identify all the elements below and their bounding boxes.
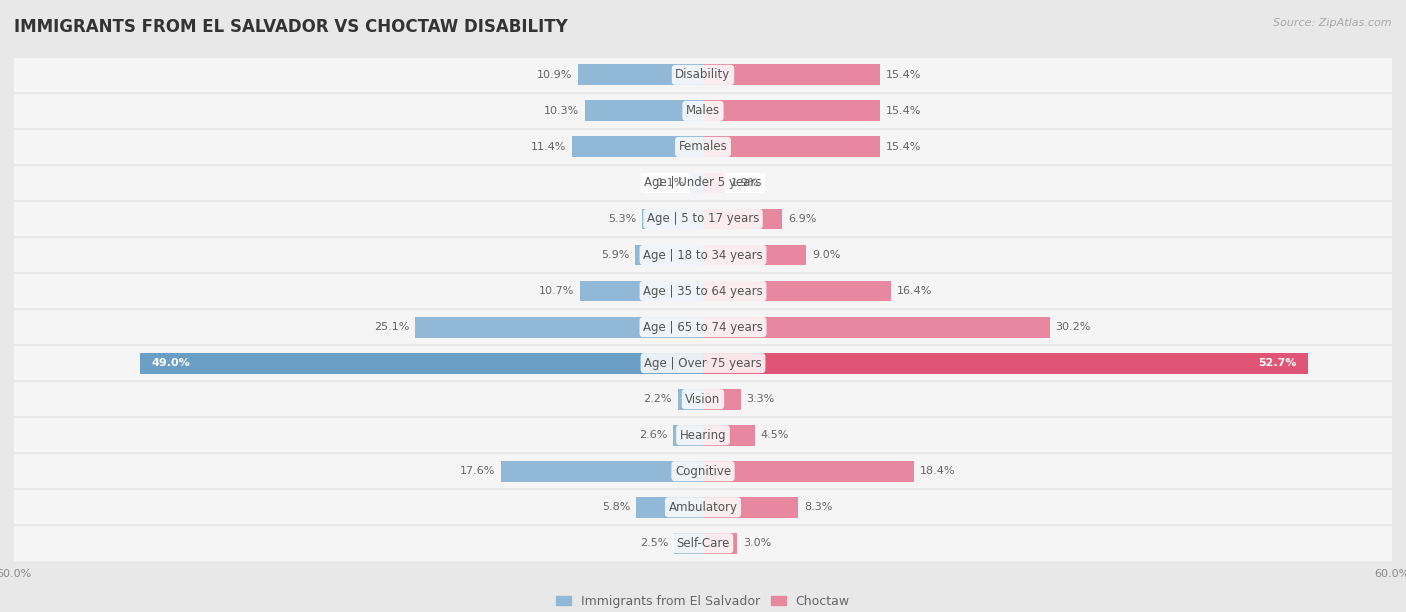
Text: 52.7%: 52.7%	[1258, 358, 1296, 368]
Bar	[572, 136, 703, 157]
Bar	[14, 418, 1392, 452]
Text: 2.6%: 2.6%	[640, 430, 668, 440]
Bar	[703, 353, 1308, 373]
Bar	[643, 209, 703, 230]
Text: 5.9%: 5.9%	[602, 250, 630, 260]
Legend: Immigrants from El Salvador, Choctaw: Immigrants from El Salvador, Choctaw	[551, 590, 855, 612]
Bar	[703, 533, 738, 554]
Text: Age | 35 to 64 years: Age | 35 to 64 years	[643, 285, 763, 297]
Bar	[690, 173, 703, 193]
Bar	[637, 497, 703, 518]
Bar	[636, 245, 703, 266]
Bar	[703, 64, 880, 85]
Bar	[14, 274, 1392, 308]
Text: Age | 18 to 34 years: Age | 18 to 34 years	[643, 248, 763, 261]
Text: 2.2%: 2.2%	[644, 394, 672, 404]
Bar	[703, 209, 782, 230]
Text: 25.1%: 25.1%	[374, 322, 409, 332]
Bar	[703, 316, 1050, 338]
Bar	[14, 58, 1392, 92]
Bar	[581, 280, 703, 302]
Text: 17.6%: 17.6%	[460, 466, 495, 476]
Text: 10.9%: 10.9%	[537, 70, 572, 80]
Bar	[703, 425, 755, 446]
Text: Age | Under 5 years: Age | Under 5 years	[644, 176, 762, 190]
Bar	[501, 461, 703, 482]
Text: 1.9%: 1.9%	[731, 178, 759, 188]
Bar	[14, 346, 1392, 381]
Text: Disability: Disability	[675, 69, 731, 81]
Bar	[14, 237, 1392, 272]
Text: Cognitive: Cognitive	[675, 465, 731, 478]
Bar	[703, 497, 799, 518]
Text: Vision: Vision	[685, 393, 721, 406]
Text: 6.9%: 6.9%	[787, 214, 817, 224]
Text: 1.1%: 1.1%	[657, 178, 685, 188]
Bar	[14, 166, 1392, 200]
Bar	[14, 490, 1392, 524]
Text: 11.4%: 11.4%	[531, 142, 567, 152]
Bar	[14, 382, 1392, 416]
Text: 15.4%: 15.4%	[886, 142, 921, 152]
Bar	[703, 280, 891, 302]
Bar	[141, 353, 703, 373]
Text: Age | 65 to 74 years: Age | 65 to 74 years	[643, 321, 763, 334]
Bar	[14, 94, 1392, 128]
Bar	[415, 316, 703, 338]
Text: 18.4%: 18.4%	[920, 466, 956, 476]
Text: Males: Males	[686, 105, 720, 118]
Text: 9.0%: 9.0%	[813, 250, 841, 260]
Text: 2.5%: 2.5%	[640, 538, 669, 548]
Text: Hearing: Hearing	[679, 428, 727, 442]
Bar	[703, 389, 741, 409]
Bar	[703, 461, 914, 482]
Text: Source: ZipAtlas.com: Source: ZipAtlas.com	[1274, 18, 1392, 28]
Text: 3.0%: 3.0%	[744, 538, 772, 548]
Text: 10.7%: 10.7%	[538, 286, 575, 296]
Text: 15.4%: 15.4%	[886, 70, 921, 80]
Text: 5.3%: 5.3%	[609, 214, 637, 224]
Text: 49.0%: 49.0%	[152, 358, 191, 368]
Text: 16.4%: 16.4%	[897, 286, 932, 296]
Bar	[14, 202, 1392, 236]
Text: 15.4%: 15.4%	[886, 106, 921, 116]
Bar	[578, 64, 703, 85]
Text: IMMIGRANTS FROM EL SALVADOR VS CHOCTAW DISABILITY: IMMIGRANTS FROM EL SALVADOR VS CHOCTAW D…	[14, 18, 568, 36]
Bar	[14, 310, 1392, 345]
Text: Age | Over 75 years: Age | Over 75 years	[644, 357, 762, 370]
Bar	[585, 100, 703, 121]
Bar	[703, 173, 725, 193]
Text: Ambulatory: Ambulatory	[668, 501, 738, 513]
Text: 4.5%: 4.5%	[761, 430, 789, 440]
Text: 3.3%: 3.3%	[747, 394, 775, 404]
Bar	[14, 526, 1392, 561]
Bar	[14, 454, 1392, 488]
Bar	[703, 136, 880, 157]
Bar	[703, 245, 807, 266]
Bar	[673, 425, 703, 446]
Bar	[703, 100, 880, 121]
Bar	[675, 533, 703, 554]
Text: Age | 5 to 17 years: Age | 5 to 17 years	[647, 212, 759, 225]
Text: 8.3%: 8.3%	[804, 502, 832, 512]
Text: 30.2%: 30.2%	[1056, 322, 1091, 332]
Bar	[678, 389, 703, 409]
Text: 10.3%: 10.3%	[544, 106, 579, 116]
Bar	[14, 130, 1392, 164]
Text: Self-Care: Self-Care	[676, 537, 730, 550]
Text: Females: Females	[679, 140, 727, 154]
Text: 5.8%: 5.8%	[602, 502, 631, 512]
